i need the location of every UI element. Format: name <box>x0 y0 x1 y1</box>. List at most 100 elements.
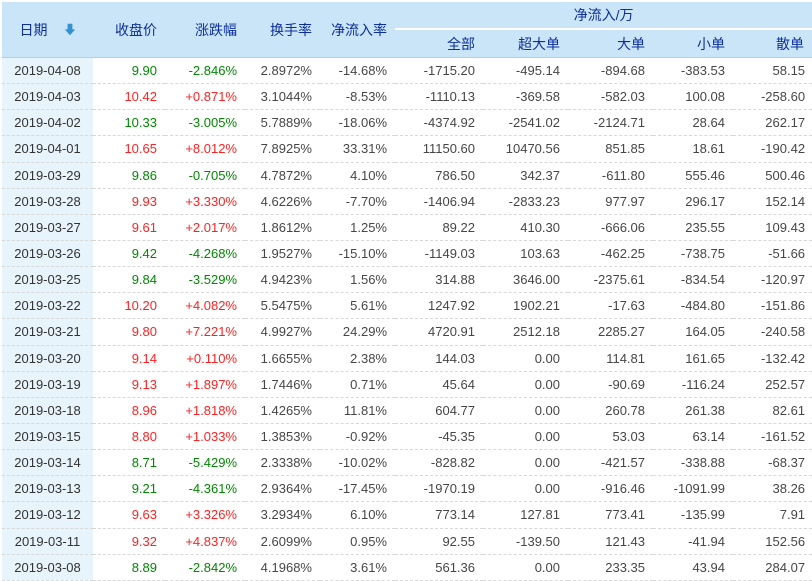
turnover-rate-cell: 5.7889% <box>245 109 320 137</box>
inflow-super-large-cell: 0.00 <box>483 345 568 372</box>
close-price-cell: 10.42 <box>93 83 165 111</box>
net-inflow-rate-cell: 0.95% <box>320 528 395 555</box>
table-row[interactable]: 2019-03-14 8.71 -5.429% 2.3338% -10.02% … <box>2 449 812 477</box>
inflow-scattered-cell: -132.42 <box>733 345 812 372</box>
table-row[interactable]: 2019-03-22 10.20 +4.082% 5.5475% 5.61% 1… <box>2 292 812 320</box>
net-inflow-rate-cell: -0.92% <box>320 423 395 451</box>
turnover-rate-cell: 4.1968% <box>245 554 320 581</box>
inflow-super-large-cell: -369.58 <box>483 83 568 111</box>
table-row[interactable]: 2019-04-02 10.33 -3.005% 5.7889% -18.06%… <box>2 109 812 137</box>
sort-down-arrow-icon[interactable] <box>64 23 76 36</box>
net-inflow-rate-cell: -18.06% <box>320 109 395 137</box>
inflow-super-large-cell: 127.81 <box>483 501 568 529</box>
date-cell: 2019-03-29 <box>2 162 93 189</box>
inflow-large-cell: 851.85 <box>568 135 653 163</box>
inflow-large-cell: 773.41 <box>568 501 653 529</box>
table-row[interactable]: 2019-03-18 8.96 +1.818% 1.4265% 11.81% 6… <box>2 397 812 424</box>
table-row[interactable]: 2019-03-11 9.32 +4.837% 2.6099% 0.95% 92… <box>2 528 812 555</box>
inflow-scattered-cell: -161.52 <box>733 423 812 451</box>
table-row[interactable]: 2019-04-01 10.65 +8.012% 7.8925% 33.31% … <box>2 135 812 163</box>
turnover-rate-cell: 4.6226% <box>245 188 320 215</box>
table-row[interactable]: 2019-03-13 9.21 -4.361% 2.9364% -17.45% … <box>2 475 812 503</box>
change-percent-cell: +4.837% <box>165 528 245 555</box>
table-row[interactable]: 2019-03-21 9.80 +7.221% 4.9927% 24.29% 4… <box>2 318 812 346</box>
date-cell: 2019-03-19 <box>2 371 93 398</box>
change-percent-cell: +3.326% <box>165 501 245 529</box>
change-percent-cell: +1.818% <box>165 397 245 424</box>
table-row[interactable]: 2019-03-20 9.14 +0.110% 1.6655% 2.38% 14… <box>2 345 812 372</box>
close-price-cell: 9.32 <box>93 528 165 555</box>
table-row[interactable]: 2019-03-08 8.89 -2.842% 4.1968% 3.61% 56… <box>2 554 812 581</box>
inflow-scattered-cell: 109.43 <box>733 214 812 241</box>
net-inflow-rate-cell: -14.68% <box>320 57 395 85</box>
column-header-turnover: 换手率 <box>245 2 320 58</box>
date-cell: 2019-03-28 <box>2 188 93 215</box>
date-cell: 2019-03-26 <box>2 240 93 268</box>
turnover-rate-cell: 2.3338% <box>245 449 320 477</box>
close-price-cell: 8.71 <box>93 449 165 477</box>
inflow-super-large-cell: 2512.18 <box>483 318 568 346</box>
inflow-super-large-cell: -2541.02 <box>483 109 568 137</box>
inflow-scattered-cell: -240.58 <box>733 318 812 346</box>
inflow-small-cell: 555.46 <box>653 162 733 189</box>
inflow-scattered-cell: -190.42 <box>733 135 812 163</box>
inflow-super-large-cell: 410.30 <box>483 214 568 241</box>
inflow-large-cell: -582.03 <box>568 83 653 111</box>
turnover-rate-cell: 2.9364% <box>245 475 320 503</box>
close-price-cell: 9.93 <box>93 188 165 215</box>
table-row[interactable]: 2019-04-03 10.42 +0.871% 3.1044% -8.53% … <box>2 83 812 111</box>
inflow-all-cell: -1149.03 <box>395 240 483 268</box>
inflow-small-cell: 100.08 <box>653 83 733 111</box>
net-inflow-rate-cell: -17.45% <box>320 475 395 503</box>
inflow-large-cell: -916.46 <box>568 475 653 503</box>
inflow-scattered-cell: -68.37 <box>733 449 812 477</box>
change-percent-cell: +0.110% <box>165 345 245 372</box>
net-inflow-rate-cell: 33.31% <box>320 135 395 163</box>
inflow-large-cell: -611.80 <box>568 162 653 189</box>
inflow-all-cell: -4374.92 <box>395 109 483 137</box>
inflow-small-cell: -135.99 <box>653 501 733 529</box>
table-row[interactable]: 2019-03-26 9.42 -4.268% 1.9527% -15.10% … <box>2 240 812 268</box>
table-row[interactable]: 2019-03-12 9.63 +3.326% 3.2934% 6.10% 77… <box>2 501 812 529</box>
close-price-cell: 9.63 <box>93 501 165 529</box>
date-cell: 2019-04-03 <box>2 83 93 111</box>
net-inflow-rate-cell: 1.56% <box>320 266 395 294</box>
date-cell: 2019-04-01 <box>2 135 93 163</box>
table-row[interactable]: 2019-03-15 8.80 +1.033% 1.3853% -0.92% -… <box>2 423 812 451</box>
net-inflow-rate-cell: 6.10% <box>320 501 395 529</box>
table-row[interactable]: 2019-03-19 9.13 +1.897% 1.7446% 0.71% 45… <box>2 371 812 398</box>
turnover-rate-cell: 7.8925% <box>245 135 320 163</box>
change-percent-cell: +2.017% <box>165 214 245 241</box>
inflow-all-cell: 45.64 <box>395 371 483 398</box>
table-row[interactable]: 2019-04-08 9.90 -2.846% 2.8972% -14.68% … <box>2 57 812 85</box>
table-row[interactable]: 2019-03-28 9.93 +3.330% 4.6226% -7.70% -… <box>2 188 812 215</box>
date-header-label: 日期 <box>19 21 48 38</box>
inflow-scattered-cell: 284.07 <box>733 554 812 581</box>
inflow-large-cell: -90.69 <box>568 371 653 398</box>
inflow-scattered-cell: 152.56 <box>733 528 812 555</box>
net-inflow-rate-cell: 3.61% <box>320 554 395 581</box>
inflow-large-cell: 977.97 <box>568 188 653 215</box>
inflow-super-large-cell: 0.00 <box>483 475 568 503</box>
inflow-super-large-cell: 1902.21 <box>483 292 568 320</box>
column-header-date[interactable]: 日期 <box>2 2 93 58</box>
inflow-large-cell: -2124.71 <box>568 109 653 137</box>
net-inflow-rate-cell: -15.10% <box>320 240 395 268</box>
inflow-all-cell: -45.35 <box>395 423 483 451</box>
inflow-all-cell: 11150.60 <box>395 135 483 163</box>
change-percent-cell: +0.871% <box>165 83 245 111</box>
inflow-scattered-cell: 58.15 <box>733 57 812 85</box>
date-cell: 2019-03-08 <box>2 554 93 581</box>
change-percent-cell: -2.846% <box>165 57 245 85</box>
close-price-cell: 9.13 <box>93 371 165 398</box>
table-row[interactable]: 2019-03-29 9.86 -0.705% 4.7872% 4.10% 78… <box>2 162 812 189</box>
net-inflow-rate-cell: 4.10% <box>320 162 395 189</box>
inflow-super-large-cell: 10470.56 <box>483 135 568 163</box>
inflow-small-cell: -738.75 <box>653 240 733 268</box>
table-row[interactable]: 2019-03-27 9.61 +2.017% 1.8612% 1.25% 89… <box>2 214 812 241</box>
inflow-super-large-cell: 342.37 <box>483 162 568 189</box>
change-percent-cell: +1.897% <box>165 371 245 398</box>
table-row[interactable]: 2019-03-25 9.84 -3.529% 4.9423% 1.56% 31… <box>2 266 812 294</box>
inflow-all-cell: -1970.19 <box>395 475 483 503</box>
inflow-scattered-cell: 152.14 <box>733 188 812 215</box>
